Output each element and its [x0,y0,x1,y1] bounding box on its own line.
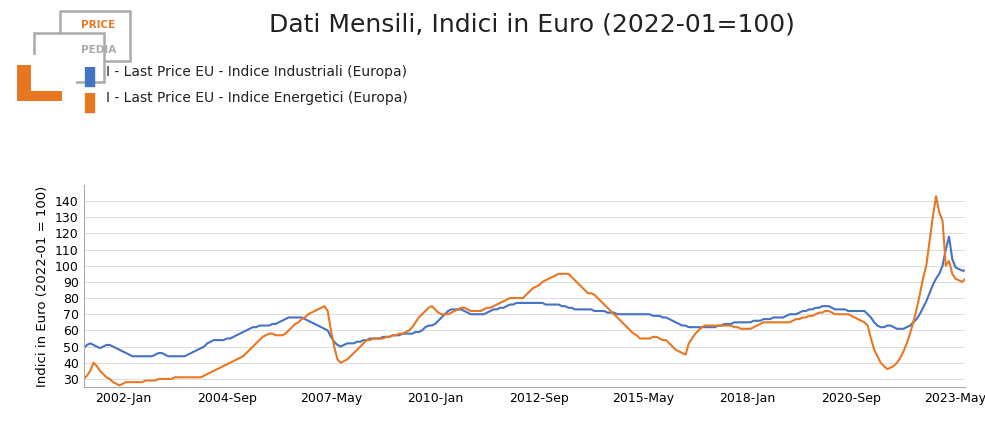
Y-axis label: Indici in Euro (2022-01 = 100): Indici in Euro (2022-01 = 100) [36,185,49,387]
Text: PRICE: PRICE [82,20,115,30]
Bar [32,55,76,91]
Text: PEDIA: PEDIA [82,45,116,55]
Text: Dati Mensili, Indici in Euro (2022-01=100): Dati Mensili, Indici in Euro (2022-01=10… [269,13,795,37]
Text: I - Last Price EU - Indice Energetici (Europa): I - Last Price EU - Indice Energetici (E… [106,91,408,105]
Text: █: █ [84,67,94,87]
Bar [33,33,104,83]
Bar [18,65,62,101]
Text: █: █ [84,92,94,113]
Bar [60,12,130,61]
Text: I - Last Price EU - Indice Industriali (Europa): I - Last Price EU - Indice Industriali (… [106,65,408,80]
